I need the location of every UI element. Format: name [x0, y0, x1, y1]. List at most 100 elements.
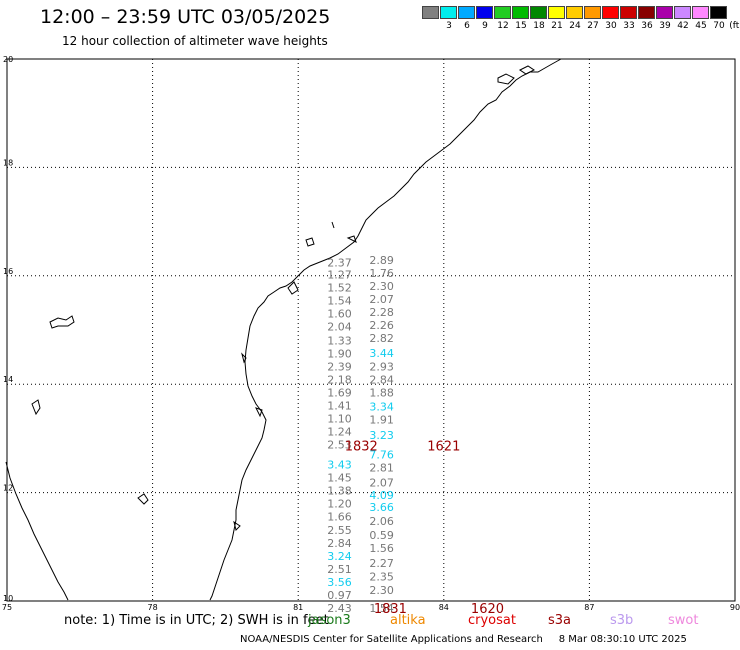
scale-swatch — [494, 6, 511, 19]
swh-value-track-west: 3.24 — [327, 550, 352, 563]
swh-value-track-west: 2.55 — [327, 524, 352, 537]
coast-islet-8 — [255, 407, 263, 418]
swh-value-track-west: 2.39 — [327, 360, 352, 373]
swh-value-track-west: 1.69 — [327, 386, 352, 399]
scale-swatch — [548, 6, 565, 19]
swh-value-track-east: 0.59 — [369, 529, 394, 542]
scale-swatch — [602, 6, 619, 19]
swh-value-track-west: 1.24 — [327, 425, 352, 438]
scale-label: 45 — [695, 21, 707, 31]
swh-value-track-east: 4.09 — [369, 489, 394, 502]
swh-value-track-west: 1.54 — [327, 295, 352, 308]
scale-unit: (ft) — [729, 21, 740, 31]
swh-value-track-east: 1.56 — [369, 542, 394, 555]
swh-value-track-east: 2.06 — [369, 515, 394, 528]
swh-value-track-east: 1.88 — [369, 386, 394, 399]
east-coast-india — [209, 58, 562, 601]
x-tick-label: 81 — [293, 603, 303, 612]
satellite-legend-item: swot — [668, 613, 699, 628]
swh-value-track-west: 0.97 — [327, 589, 352, 602]
swh-value-track-west: 2.37 — [327, 256, 352, 269]
swh-value-track-west: 1.60 — [327, 308, 352, 321]
swh-value-track-west: 2.53 — [327, 438, 352, 451]
swh-value-track-east: 2.93 — [369, 360, 394, 373]
swh-value-track-east: 3.44 — [369, 347, 394, 360]
scale-swatch — [422, 6, 439, 19]
west-coast — [5, 461, 69, 601]
coast-islet-2 — [519, 65, 535, 75]
scale-label: 15 — [515, 21, 527, 31]
map-title: 12:00 – 23:59 UTC 03/05/2025 — [40, 6, 331, 28]
satellite-legend-item: s3b — [610, 613, 634, 628]
scale-label: 42 — [677, 21, 689, 31]
map-subtitle: 12 hour collection of altimeter wave hei… — [62, 34, 328, 48]
y-tick-label: 12 — [3, 484, 13, 493]
pass-time-label: 1621 — [427, 439, 460, 454]
x-tick-label: 78 — [148, 603, 158, 612]
scale-label: 33 — [623, 21, 635, 31]
scale-swatch — [530, 6, 547, 19]
swh-value-track-east: 2.89 — [369, 254, 394, 267]
scale-label: 70 — [713, 21, 725, 31]
swh-value-track-east: 2.84 — [369, 373, 394, 386]
scale-swatch — [656, 6, 673, 19]
swh-value-track-east: 2.30 — [369, 584, 394, 597]
scale-label: 3 — [446, 21, 452, 31]
scale-swatch — [620, 6, 637, 19]
swh-value-track-east: 2.26 — [369, 319, 394, 332]
scale-label: 18 — [533, 21, 545, 31]
coast-islet-7 — [241, 352, 247, 364]
swh-value-track-west: 2.84 — [327, 537, 352, 550]
scale-swatch — [692, 6, 709, 19]
andaman-south — [137, 493, 149, 505]
scale-label: 12 — [497, 21, 509, 31]
x-tick-label: 87 — [584, 603, 594, 612]
scale-label: 30 — [605, 21, 617, 31]
andaman-middle — [31, 399, 41, 416]
swh-value-track-east: 1.91 — [369, 413, 394, 426]
satellite-legend-item: cryosat — [468, 613, 516, 628]
coast-islet-9 — [233, 520, 241, 531]
scale-swatch — [512, 6, 529, 19]
scale-label: 27 — [587, 21, 599, 31]
swh-value-track-west: 2.04 — [327, 321, 352, 334]
andaman-north — [49, 315, 75, 329]
swh-value-track-east: 2.81 — [369, 462, 394, 475]
swh-value-track-east: 2.35 — [369, 571, 394, 584]
swh-value-track-west: 2.43 — [327, 602, 352, 615]
y-tick-label: 20 — [3, 55, 13, 64]
swh-value-track-west: 1.20 — [327, 497, 352, 510]
swh-value-track-west: 1.33 — [327, 334, 352, 347]
footer-note: note: 1) Time is in UTC; 2) SWH is in fe… — [64, 613, 329, 628]
map-frame — [6, 58, 736, 602]
swh-value-track-east: 2.07 — [369, 476, 394, 489]
scale-swatch — [476, 6, 493, 19]
scale-swatch — [710, 6, 727, 19]
satellite-legend-item: jason3 — [308, 613, 351, 628]
satellite-legend-item: altika — [390, 613, 426, 628]
swh-value-track-west: 1.10 — [327, 412, 352, 425]
scale-swatch — [566, 6, 583, 19]
coastline — [5, 58, 562, 601]
coast-islet-1 — [497, 73, 515, 85]
y-tick-label: 16 — [3, 267, 13, 276]
satellite-legend-item: s3a — [548, 613, 572, 628]
scale-label: 6 — [464, 21, 470, 31]
swh-value-track-west: 1.66 — [327, 510, 352, 523]
scale-swatch — [458, 6, 475, 19]
swh-value-track-east: 2.27 — [369, 557, 394, 570]
swh-value-track-west: 1.90 — [327, 347, 352, 360]
y-tick-label: 14 — [3, 375, 13, 384]
scale-label: 21 — [551, 21, 563, 31]
coast-islet-6 — [346, 235, 357, 243]
swh-value-track-east: 7.76 — [369, 449, 394, 462]
pass-time-label: 1831 — [374, 602, 407, 617]
swh-value-track-east: 3.23 — [369, 429, 394, 442]
x-tick-label: 75 — [2, 603, 12, 612]
swh-value-track-west: 3.56 — [327, 576, 352, 589]
swh-value-track-east: 3.66 — [369, 501, 394, 514]
lat-lon-grid — [6, 58, 736, 602]
scale-label: 39 — [659, 21, 671, 31]
swh-value-track-east: 1.76 — [369, 267, 394, 280]
coast-islet-3 — [305, 237, 315, 247]
